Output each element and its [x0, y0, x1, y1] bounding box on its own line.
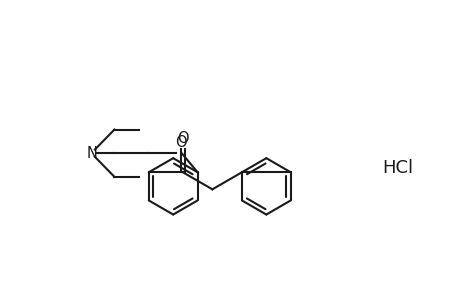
Text: O: O [177, 131, 188, 146]
Text: N: N [86, 146, 97, 161]
Text: HCl: HCl [382, 159, 413, 177]
Text: O: O [175, 136, 187, 151]
